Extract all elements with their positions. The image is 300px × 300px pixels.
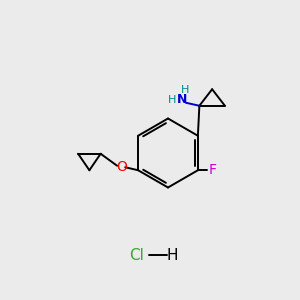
Text: F: F (209, 163, 217, 177)
Text: H: H (168, 95, 176, 105)
Text: Cl: Cl (129, 248, 144, 262)
Text: H: H (181, 85, 189, 95)
Text: N: N (177, 93, 187, 106)
Text: O: O (116, 160, 127, 174)
Text: H: H (167, 248, 178, 262)
